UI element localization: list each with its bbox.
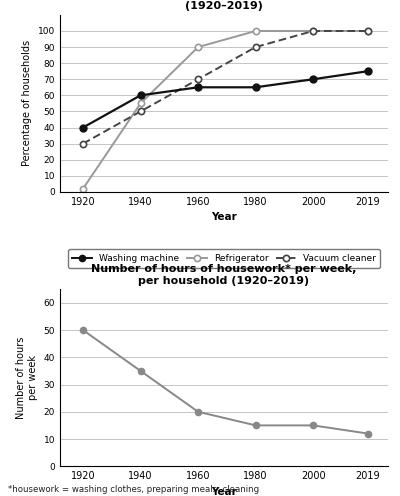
Title: Number of hours of housework* per week,
per household (1920–2019): Number of hours of housework* per week, … bbox=[91, 264, 357, 286]
Y-axis label: Percentage of households: Percentage of households bbox=[22, 40, 32, 167]
Legend: Washing machine, Refrigerator, Vacuum cleaner: Washing machine, Refrigerator, Vacuum cl… bbox=[68, 249, 380, 267]
Text: *housework = washing clothes, preparing meals, cleaning: *housework = washing clothes, preparing … bbox=[8, 485, 259, 494]
X-axis label: Year: Year bbox=[211, 487, 237, 496]
Title: Percentage of households with electrical appliances
(1920–2019): Percentage of households with electrical… bbox=[61, 0, 387, 11]
X-axis label: Year: Year bbox=[211, 212, 237, 222]
Y-axis label: Number of hours
per week: Number of hours per week bbox=[16, 337, 38, 419]
